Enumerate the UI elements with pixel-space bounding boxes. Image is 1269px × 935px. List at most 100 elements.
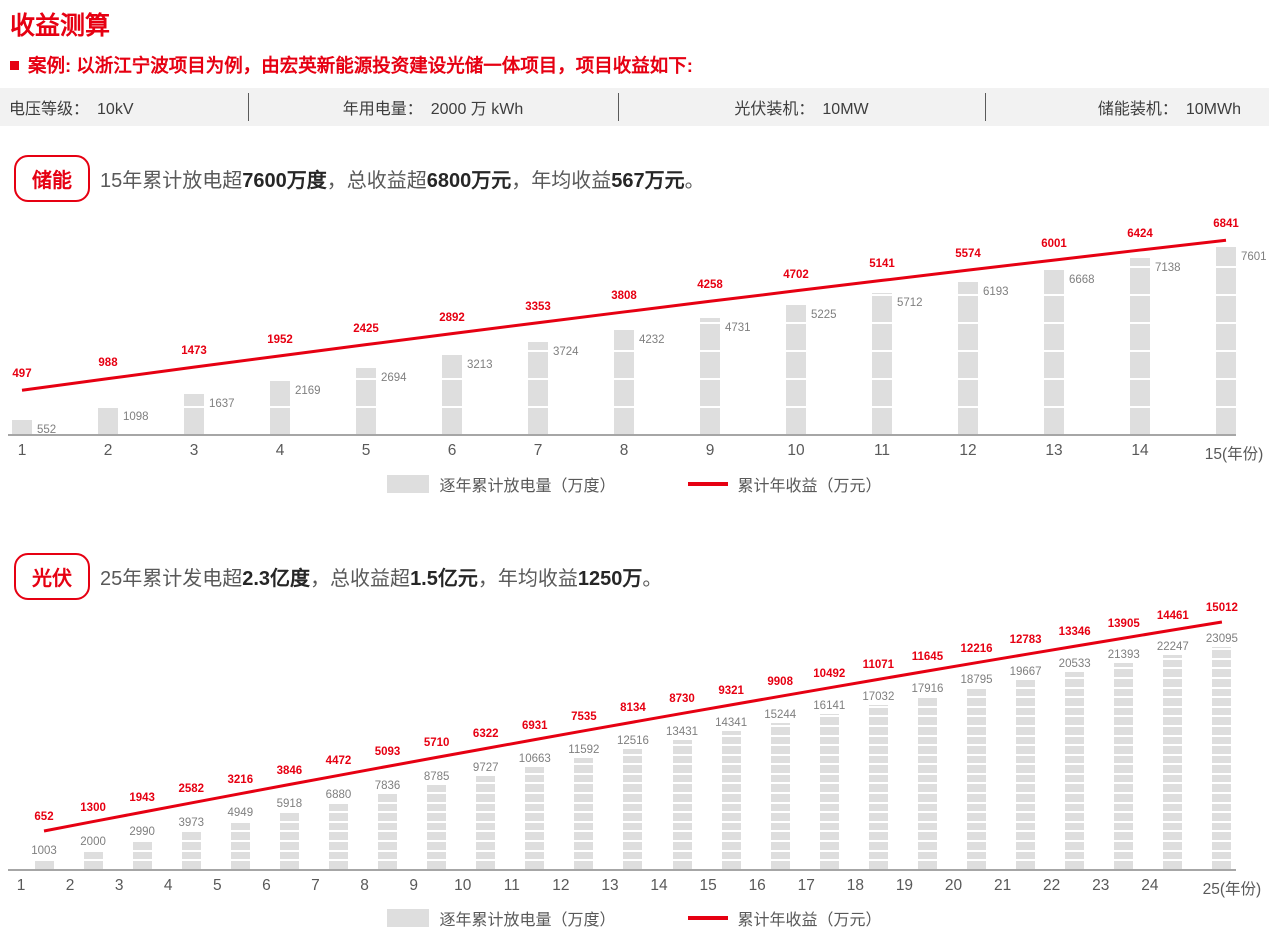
bar [279, 812, 299, 869]
x-tick-label: 13 [1045, 442, 1063, 459]
line-value-label: 988 [98, 356, 118, 369]
bar [1212, 647, 1232, 869]
pv-section-badge: 光伏 [14, 553, 90, 600]
bar [574, 757, 594, 869]
bar-value-label: 12516 [616, 734, 649, 747]
bar [1016, 680, 1036, 869]
x-tick-label: 10 [787, 442, 805, 459]
x-tick-label: 15(年份) [1204, 446, 1264, 463]
line-value-label: 652 [34, 811, 54, 823]
line-value-label: 1300 [80, 801, 106, 814]
legend-label: 逐年累计放电量（万度） [439, 912, 616, 929]
x-axis-line [8, 869, 1236, 871]
bar-swatch-icon [387, 909, 430, 927]
bar-value-label: 6668 [1069, 273, 1095, 286]
line-value-label: 1473 [181, 345, 207, 358]
gridline-overlay [8, 237, 1236, 240]
param-value: 10MW [822, 101, 869, 118]
desc-text: ，总收益超 [310, 568, 411, 590]
bar-value-label: 3973 [178, 816, 205, 829]
bar-value-label: 4731 [725, 321, 751, 334]
line-value-label: 6931 [522, 719, 548, 732]
bar [427, 784, 447, 869]
pv-section-summary: 25年累计发电超 2.3亿度 ，总收益超 1.5亿元 ，年均收益 1250万。 [100, 553, 662, 600]
gridline [8, 849, 1236, 852]
bar-swatch-icon [387, 475, 430, 493]
bar-value-label: 17916 [911, 682, 944, 695]
gridline [8, 840, 1236, 842]
gridline-overlay [8, 724, 1236, 727]
gridline-overlay [8, 705, 1236, 708]
bar [132, 840, 152, 869]
line-value-label: 8134 [620, 702, 646, 715]
page-title: 收益测算 [10, 12, 111, 40]
bar-value-label: 7836 [374, 779, 401, 792]
line-value-label: 10492 [813, 667, 846, 680]
line-value-label: 1952 [267, 333, 293, 346]
project-params-bar: 电压等级： 10kV 年用电量： 2000 万 kWh 光伏装机： 10MW 储能装机… [0, 88, 1269, 126]
bar-value-label: 23095 [1205, 633, 1238, 646]
x-tick-label: 17 [797, 877, 815, 894]
line-value-label: 6424 [1127, 228, 1153, 241]
x-tick-label: 19 [895, 877, 914, 894]
gridline [8, 378, 1236, 380]
highlight-number: 1.5亿元 [410, 568, 478, 590]
gridline-overlay [8, 405, 1236, 408]
x-tick-label: 9 [705, 442, 715, 459]
bar [1163, 655, 1183, 869]
desc-text: 。 [684, 170, 705, 192]
legend-item-bars: 逐年累计放电量（万度） [387, 906, 616, 930]
line-value-label: 13905 [1107, 618, 1140, 631]
divider [248, 93, 249, 121]
highlight-number: 1250万 [577, 568, 643, 590]
line-value-label: 7535 [571, 710, 597, 723]
x-tick-label: 9 [409, 877, 418, 894]
bar-value-label: 20533 [1058, 657, 1091, 670]
line-value-label: 4258 [697, 279, 723, 292]
gridline-overlay [8, 321, 1236, 324]
gridline-overlay [8, 753, 1236, 756]
bar [525, 766, 545, 869]
bar-value-label: 5225 [811, 309, 837, 322]
x-tick-label: 12 [959, 442, 977, 459]
desc-text: 15年累计放电超 [100, 170, 243, 192]
bar [270, 380, 290, 434]
line-value-label: 1943 [129, 792, 155, 805]
x-tick-label: 8 [360, 877, 369, 894]
gridline-overlay [8, 696, 1236, 699]
bar-value-label: 2694 [381, 371, 407, 384]
line-value-label: 5574 [955, 248, 981, 261]
line-value-label: 12783 [1009, 634, 1042, 647]
divider [618, 93, 619, 121]
line-swatch-icon [687, 916, 728, 920]
bar-value-label: 6193 [983, 285, 1009, 298]
x-tick-label: 23 [1092, 877, 1110, 894]
x-axis-line [8, 434, 1236, 436]
x-tick-label: 3 [189, 442, 199, 459]
x-tick-label: 2 [65, 877, 75, 894]
bar-value-label: 13431 [666, 725, 699, 738]
bar [1065, 671, 1085, 869]
gridline [8, 677, 1236, 679]
storage-section-summary: 15年累计放电超 7600万度 ，总收益超 6800万元 ，年均收益 567万元。 [100, 155, 705, 202]
bar-value-label: 22247 [1156, 641, 1189, 654]
bar [1044, 269, 1064, 434]
x-tick-label: 5 [213, 877, 222, 894]
x-tick-label: 24 [1141, 877, 1159, 894]
x-tick-label: 11 [503, 877, 520, 894]
gridline-overlay [8, 744, 1236, 747]
line-value-label: 2425 [353, 322, 379, 335]
gridline [8, 821, 1236, 823]
bar [770, 722, 790, 869]
line-value-label: 8730 [669, 693, 695, 706]
line-value-label: 5141 [869, 258, 895, 271]
line-value-label: 11645 [911, 651, 944, 664]
x-tick-label: 6 [262, 877, 271, 894]
gridline-overlay [8, 782, 1236, 785]
x-tick-label: 16 [748, 877, 766, 894]
x-tick-label: 15 [699, 877, 717, 894]
x-tick-label: 2 [103, 442, 113, 459]
bar [378, 793, 398, 869]
divider [985, 93, 986, 121]
